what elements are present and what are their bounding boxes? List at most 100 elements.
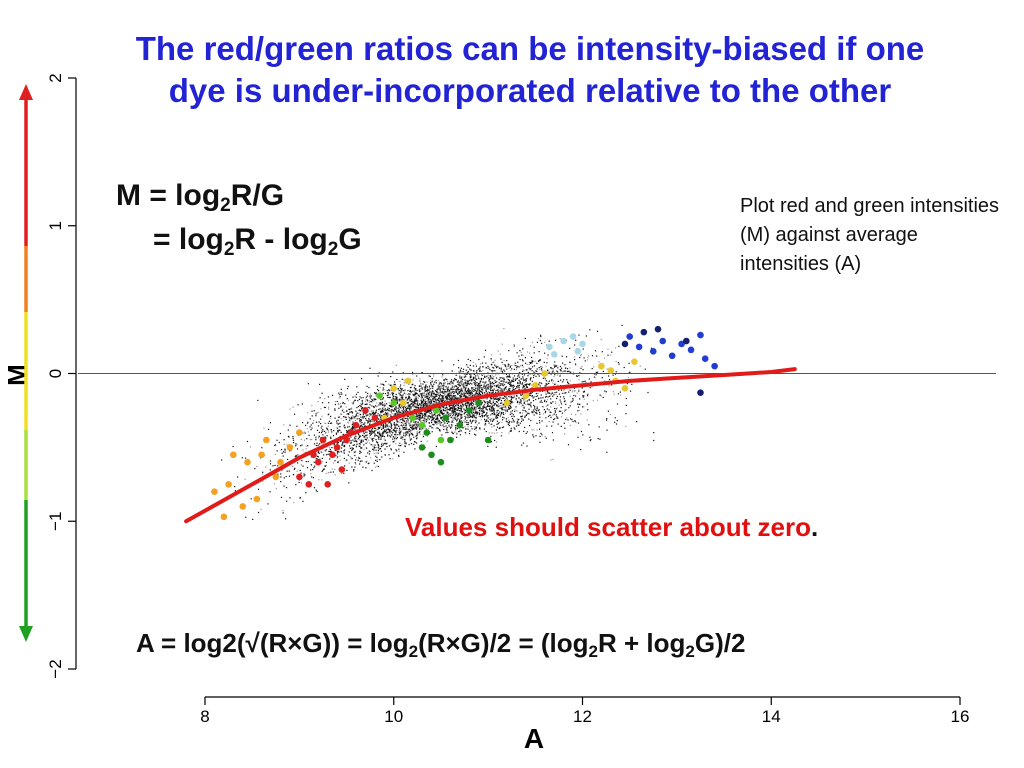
cloud-point bbox=[495, 386, 498, 388]
cloud-point bbox=[385, 443, 387, 445]
cloud-point bbox=[442, 419, 444, 421]
cloud-point bbox=[422, 419, 424, 421]
cloud-point bbox=[421, 413, 423, 415]
cloud-point bbox=[424, 411, 426, 413]
cloud-point bbox=[497, 399, 499, 401]
cloud-point bbox=[344, 416, 346, 418]
cloud-point bbox=[554, 411, 556, 413]
cloud-point bbox=[349, 445, 351, 447]
cloud-point bbox=[373, 406, 375, 409]
cloud-point bbox=[506, 360, 508, 362]
cloud-point bbox=[410, 402, 412, 405]
cloud-point bbox=[544, 378, 546, 380]
cloud-point bbox=[401, 418, 403, 420]
cloud-point bbox=[440, 422, 443, 424]
cloud-point bbox=[614, 421, 616, 423]
cloud-point bbox=[400, 399, 402, 401]
cloud-point bbox=[387, 434, 389, 436]
cloud-point bbox=[531, 391, 533, 393]
cloud-point bbox=[436, 414, 438, 416]
cloud-point bbox=[367, 400, 369, 402]
cloud-point bbox=[552, 401, 554, 403]
cloud-point bbox=[511, 364, 513, 366]
cloud-point bbox=[455, 428, 457, 430]
cloud-point bbox=[570, 418, 572, 420]
cloud-point bbox=[488, 392, 490, 394]
cloud-point bbox=[467, 415, 469, 417]
cloud-point bbox=[328, 420, 330, 422]
cloud-point bbox=[276, 439, 278, 441]
cloud-point bbox=[380, 410, 382, 413]
cloud-point bbox=[618, 363, 620, 365]
cloud-point bbox=[586, 419, 588, 421]
cloud-point bbox=[548, 392, 550, 394]
cloud-point bbox=[518, 386, 520, 389]
cloud-point bbox=[432, 415, 434, 417]
cloud-point bbox=[366, 403, 368, 405]
cloud-point bbox=[452, 415, 454, 417]
cloud-point bbox=[533, 429, 535, 431]
cloud-point bbox=[348, 422, 350, 424]
cloud-point bbox=[353, 451, 356, 453]
cloud-point bbox=[509, 382, 512, 384]
cloud-point bbox=[475, 422, 477, 424]
cloud-point bbox=[467, 393, 469, 395]
cloud-point bbox=[578, 409, 580, 412]
cloud-point bbox=[412, 394, 414, 396]
cloud-point bbox=[441, 376, 443, 378]
cloud-point bbox=[383, 388, 385, 391]
cloud-point bbox=[357, 433, 359, 435]
cloud-point bbox=[321, 470, 323, 473]
cloud-point bbox=[370, 457, 372, 459]
cloud-point bbox=[508, 367, 510, 369]
cloud-point bbox=[540, 394, 542, 396]
cloud-point bbox=[377, 389, 379, 391]
cloud-point bbox=[509, 365, 512, 367]
cloud-point bbox=[283, 485, 285, 487]
cloud-point bbox=[348, 482, 350, 484]
cloud-point bbox=[491, 370, 493, 373]
cloud-point bbox=[464, 426, 466, 428]
cloud-point bbox=[461, 417, 463, 419]
cloud-point bbox=[307, 412, 309, 414]
cloud-point bbox=[514, 362, 516, 364]
cloud-point bbox=[538, 367, 540, 369]
cloud-point bbox=[420, 417, 422, 419]
cloud-point bbox=[405, 431, 407, 434]
cloud-point bbox=[450, 426, 452, 428]
cloud-point bbox=[481, 374, 483, 376]
cloud-point bbox=[415, 425, 417, 427]
cloud-point bbox=[415, 415, 417, 417]
cloud-point bbox=[572, 399, 574, 401]
cloud-point bbox=[564, 400, 566, 402]
cloud-point bbox=[471, 428, 473, 430]
cloud-point bbox=[517, 400, 519, 402]
cloud-point bbox=[340, 450, 342, 453]
cloud-point bbox=[498, 385, 500, 387]
cloud-point bbox=[401, 395, 403, 397]
cloud-point bbox=[423, 402, 425, 404]
cloud-point bbox=[414, 394, 416, 396]
cloud-point bbox=[528, 394, 531, 396]
cloud-point bbox=[300, 464, 302, 466]
cloud-point bbox=[545, 410, 547, 412]
cloud-point bbox=[379, 425, 381, 427]
cloud-point bbox=[554, 408, 556, 410]
cloud-point bbox=[617, 361, 619, 364]
cloud-point bbox=[361, 401, 363, 403]
cloud-point bbox=[400, 437, 402, 439]
cloud-point bbox=[356, 407, 358, 409]
cloud-point bbox=[395, 427, 397, 429]
cloud-point bbox=[441, 434, 443, 436]
cloud-point bbox=[438, 383, 440, 385]
cloud-point bbox=[409, 425, 411, 427]
cloud-point bbox=[436, 416, 438, 418]
cloud-point bbox=[569, 361, 571, 363]
cloud-point bbox=[583, 398, 585, 400]
cloud-point bbox=[487, 365, 489, 367]
cloud-point bbox=[390, 426, 392, 428]
cloud-point bbox=[371, 399, 373, 401]
cloud-point bbox=[402, 396, 404, 398]
cloud-point bbox=[513, 380, 515, 383]
cloud-point bbox=[463, 384, 465, 386]
